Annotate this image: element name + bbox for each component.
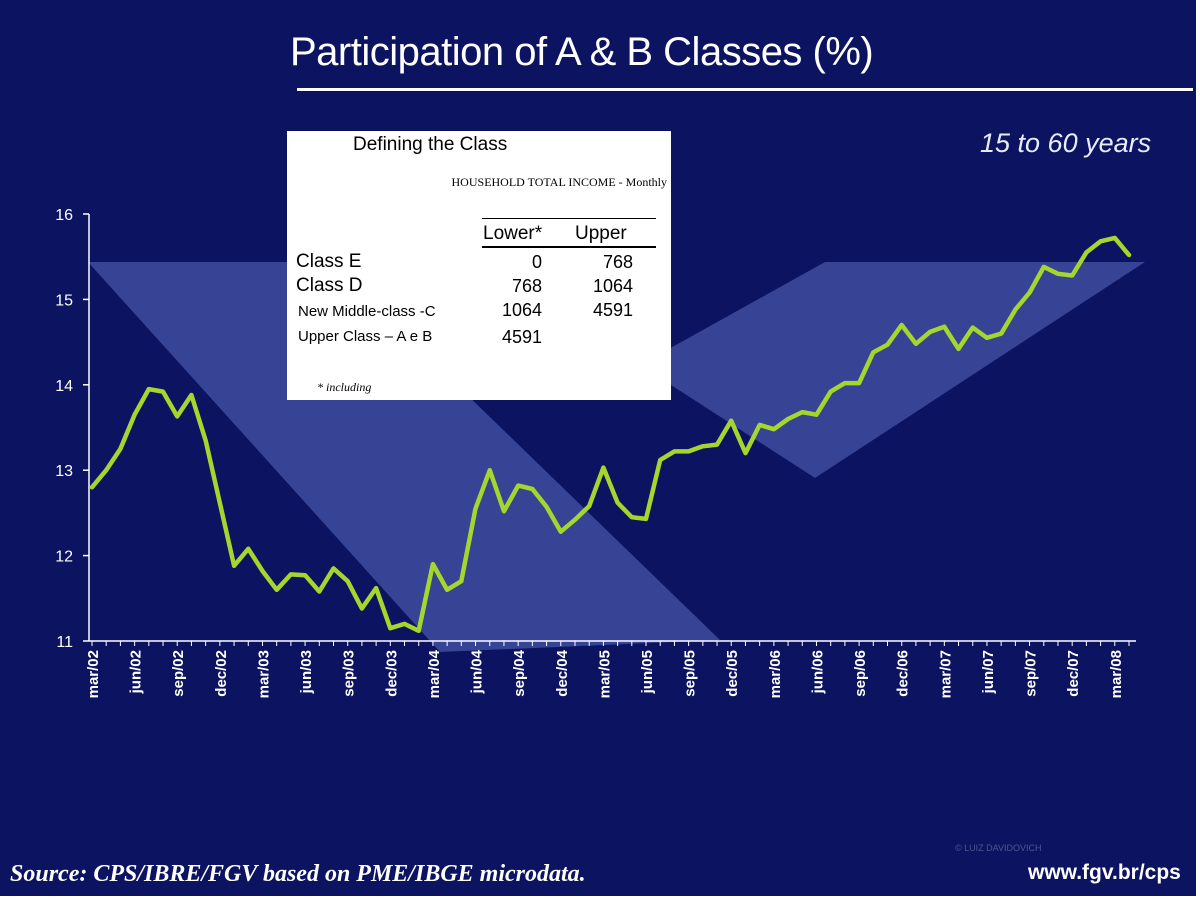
- column-header-upper: Upper: [575, 223, 627, 244]
- table-header-rule: [482, 246, 656, 248]
- x-tick-label: sep/03: [341, 650, 358, 697]
- y-tick-label: 16: [55, 207, 73, 224]
- x-tick-label: jun/06: [809, 650, 826, 694]
- y-tick-label: 12: [55, 549, 73, 566]
- background-band-left: [88, 262, 720, 652]
- x-tick-label: dec/07: [1065, 650, 1082, 697]
- x-tick-label: dec/03: [383, 650, 400, 697]
- copyright-watermark: © LUIZ DAVIDOVICH: [955, 843, 1042, 853]
- age-range-label: 15 to 60 years: [980, 128, 1152, 158]
- background-band-right: [640, 262, 1145, 478]
- table-footnote: * including: [317, 380, 372, 394]
- x-tick-label: mar/04: [426, 649, 443, 698]
- x-tick-label: mar/02: [85, 650, 102, 698]
- class-e-lower: 0: [531, 252, 542, 272]
- row-label-class-c: New Middle-class -C: [298, 303, 436, 320]
- definition-title: Defining the Class: [353, 134, 508, 155]
- y-tick-label: 14: [55, 378, 73, 395]
- x-tick-label: dec/02: [213, 650, 230, 697]
- class-d-upper: 1064: [592, 276, 633, 296]
- x-tick-label: sep/05: [682, 650, 699, 697]
- x-tick-label: dec/04: [554, 649, 571, 696]
- class-definition-table: Defining the Class HOUSEHOLD TOTAL INCOM…: [287, 131, 671, 400]
- website-link[interactable]: www.fgv.br/cps: [1028, 861, 1181, 884]
- column-header-lower: Lower*: [483, 223, 543, 244]
- x-tick-label: sep/02: [170, 650, 187, 697]
- series-line: [89, 235, 1132, 634]
- x-tick-label: mar/03: [255, 650, 272, 698]
- x-tick-label: mar/07: [937, 650, 954, 698]
- class-d-lower: 768: [511, 276, 542, 296]
- x-tick-label: mar/08: [1108, 650, 1125, 698]
- x-tick-label: sep/04: [511, 649, 528, 696]
- row-label-class-ab: Upper Class – A e B: [298, 328, 433, 345]
- source-note: Source: CPS/IBRE/FGV based on PME/IBGE m…: [10, 861, 586, 887]
- class-e-upper: 768: [602, 252, 633, 272]
- table-top-rule: [482, 218, 656, 219]
- x-tick-label: jun/05: [639, 650, 656, 694]
- slide-title: Participation of A & B Classes (%): [290, 30, 874, 74]
- class-c-lower: 1064: [501, 300, 542, 320]
- x-tick-label: dec/05: [724, 650, 741, 697]
- x-tick-label: jun/03: [298, 650, 315, 694]
- class-c-upper: 4591: [592, 300, 633, 320]
- class-ab-lower: 4591: [501, 327, 542, 347]
- x-tick-label: dec/06: [895, 650, 912, 697]
- title-underline: [297, 88, 1193, 91]
- x-tick-label: jun/04: [469, 649, 486, 694]
- x-tick-label: mar/06: [767, 650, 784, 698]
- definition-subtitle: HOUSEHOLD TOTAL INCOME - Monthly: [451, 175, 667, 189]
- x-tick-label: jun/02: [128, 650, 145, 694]
- y-tick-label: 13: [55, 463, 73, 480]
- row-label-class-e: Class E: [296, 251, 362, 272]
- x-tick-label: sep/07: [1023, 650, 1040, 697]
- row-label-class-d: Class D: [296, 275, 363, 296]
- x-tick-label: sep/06: [852, 650, 869, 697]
- x-tick-label: jun/07: [980, 650, 997, 694]
- y-tick-label: 15: [55, 292, 73, 309]
- line-chart: 11 12 13 14 15 16 mar/02 jun/02 sep/02 dec/02 mar/…: [55, 207, 1145, 698]
- y-tick-label: 11: [56, 634, 73, 651]
- x-tick-label: mar/05: [596, 650, 613, 698]
